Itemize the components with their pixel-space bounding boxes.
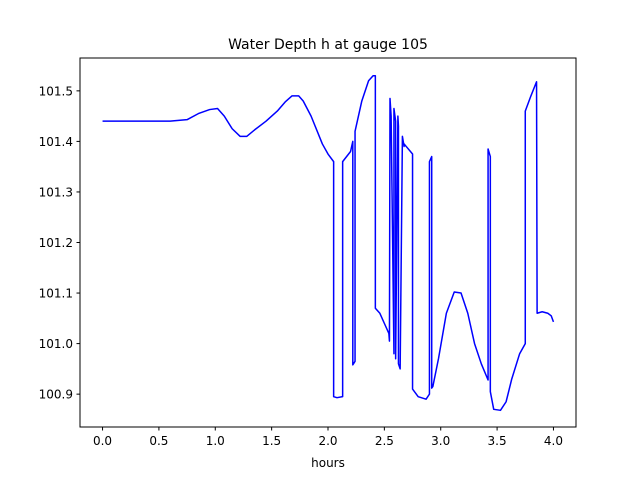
x-tick-label: 3.5 — [488, 434, 507, 448]
x-axis-label: hours — [311, 456, 345, 470]
y-tick-label: 101.1 — [39, 287, 73, 301]
chart-title: Water Depth h at gauge 105 — [228, 37, 428, 53]
y-tick-label: 100.9 — [39, 388, 73, 402]
ticks-layer: 0.0 0.5 1.0 1.5 2.0 2.5 3.0 3.5 4.0 100.9 101.0 101… — [39, 84, 563, 448]
x-tick-label: 2.0 — [318, 434, 337, 448]
y-tick-label: 101.0 — [39, 337, 73, 351]
x-tick-label: 2.5 — [375, 434, 394, 448]
x-tick-label: 0.0 — [93, 434, 112, 448]
x-tick-label: 0.5 — [149, 434, 168, 448]
y-tick-label: 101.3 — [39, 185, 73, 199]
y-tick-label: 101.4 — [39, 135, 73, 149]
data-layer — [102, 74, 555, 412]
series-line — [102, 74, 555, 412]
x-tick-label: 3.0 — [431, 434, 450, 448]
y-tick-label: 101.2 — [39, 236, 73, 250]
x-tick-label: 1.5 — [262, 434, 281, 448]
plot-frame — [79, 57, 577, 428]
x-tick-label: 4.0 — [544, 434, 563, 448]
y-tick-label: 101.5 — [39, 84, 73, 98]
x-tick-label: 1.0 — [206, 434, 225, 448]
